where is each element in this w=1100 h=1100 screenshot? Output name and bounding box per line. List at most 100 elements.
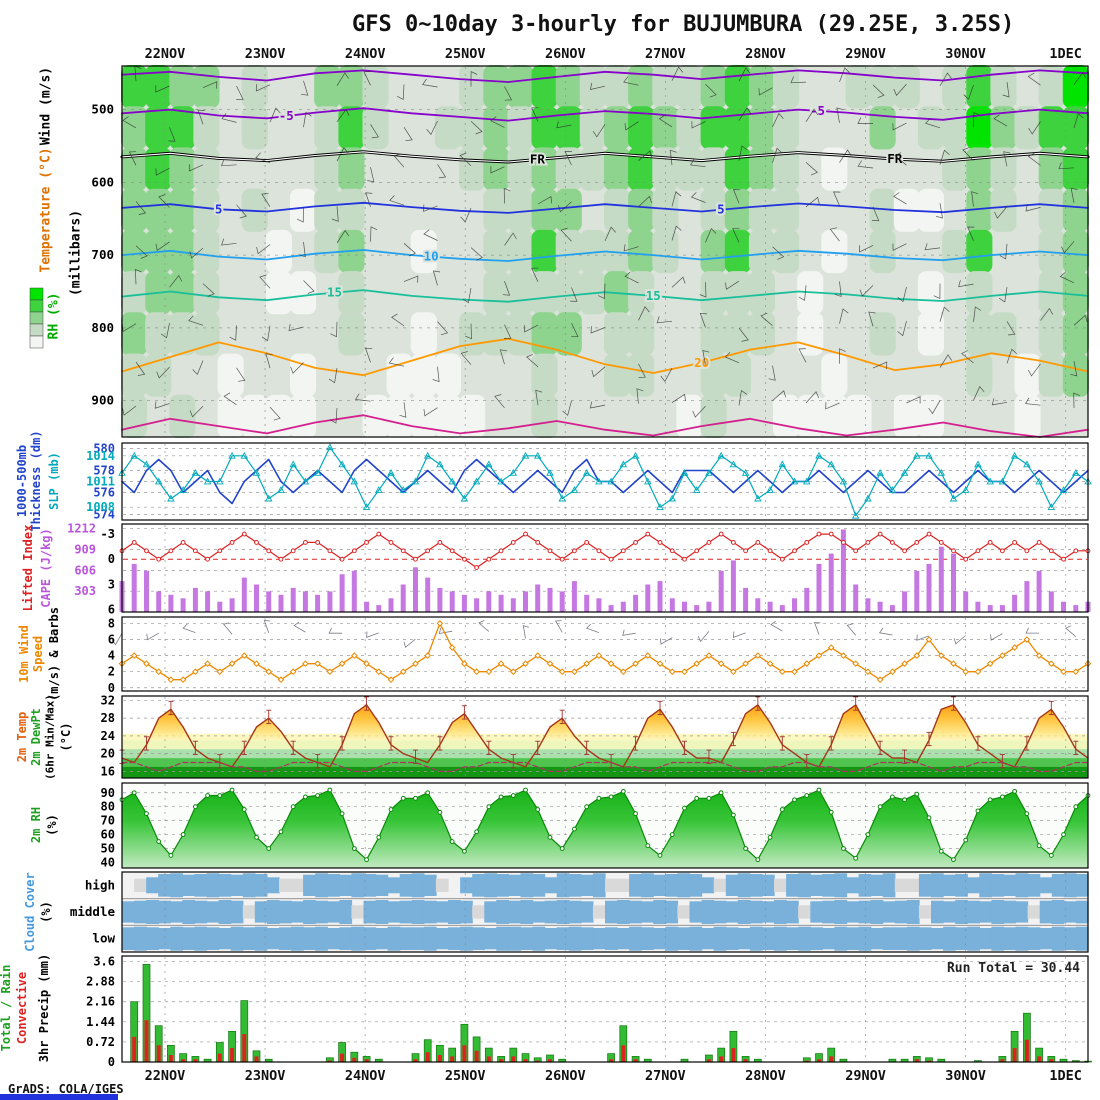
svg-text:32: 32 <box>101 693 115 707</box>
svg-text:23NOV: 23NOV <box>245 1068 286 1084</box>
svg-text:25NOV: 25NOV <box>445 46 486 62</box>
svg-text:40: 40 <box>101 855 115 869</box>
svg-text:24NOV: 24NOV <box>345 1068 386 1084</box>
left-label-wind10m-axis-3: (m/s) & Barbs <box>47 607 61 701</box>
left-label-temp2m-axis-1: 2m Temp <box>15 711 29 763</box>
svg-text:60: 60 <box>101 828 115 842</box>
svg-text:25NOV: 25NOV <box>445 1068 486 1084</box>
svg-text:2: 2 <box>108 665 115 679</box>
left-label-temperature-axis: Temperature (°C) <box>38 147 54 273</box>
svg-text:909: 909 <box>74 543 96 557</box>
svg-text:0.72: 0.72 <box>86 1035 115 1049</box>
left-label-temp2m-axis-2: 2m DewPt <box>29 708 43 766</box>
svg-text:16: 16 <box>101 764 115 778</box>
svg-text:22NOV: 22NOV <box>145 1068 186 1084</box>
left-label-slp-axis: SLP (mb) <box>47 452 61 510</box>
left-label-precip-axis-2: Convective <box>15 971 29 1045</box>
svg-text:20: 20 <box>101 747 115 761</box>
svg-text:600: 600 <box>91 174 114 189</box>
svg-text:Run Total = 30.44: Run Total = 30.44 <box>947 961 1080 976</box>
left-label-rh2m-axis-1: 2m RH <box>29 806 43 844</box>
svg-text:30NOV: 30NOV <box>945 1068 986 1084</box>
left-label-cloud-axis-1: Cloud Cover <box>23 872 37 952</box>
left-label-thickness-axis-1: 1000-500mb <box>15 444 29 518</box>
svg-text:50: 50 <box>101 841 115 855</box>
svg-text:24: 24 <box>101 729 115 743</box>
svg-text:90: 90 <box>101 786 115 800</box>
svg-text:-5: -5 <box>279 108 294 123</box>
svg-text:574: 574 <box>93 508 115 522</box>
left-label-precip-axis-1: Total / Rain <box>0 964 13 1052</box>
grads-credit: GrADS: COLA/IGES <box>8 1082 124 1096</box>
left-label-millibars-axis: (millibars) <box>68 209 84 297</box>
svg-text:27NOV: 27NOV <box>645 46 686 62</box>
left-label-wind10m-axis-1: 10m Wind <box>17 625 31 683</box>
page-title: GFS 0~10day 3-hourly for BUJUMBURA (29.2… <box>352 12 1015 37</box>
left-label-wind10m-axis-2: Speed <box>31 635 45 673</box>
svg-text:28NOV: 28NOV <box>745 46 786 62</box>
svg-text:29NOV: 29NOV <box>845 1068 886 1084</box>
svg-text:3.6: 3.6 <box>93 955 115 969</box>
svg-text:1212: 1212 <box>67 522 96 536</box>
svg-text:-5: -5 <box>810 103 825 118</box>
svg-text:303: 303 <box>74 584 96 598</box>
left-label-cloud-axis-2: (%) <box>39 901 53 923</box>
svg-text:4: 4 <box>108 649 115 663</box>
svg-text:high: high <box>85 877 115 892</box>
svg-text:580: 580 <box>93 442 115 456</box>
svg-text:6: 6 <box>108 633 115 647</box>
svg-text:500: 500 <box>91 102 114 117</box>
svg-text:1.44: 1.44 <box>86 1015 115 1029</box>
svg-text:5: 5 <box>717 202 725 217</box>
svg-text:22NOV: 22NOV <box>145 46 186 62</box>
svg-text:900: 900 <box>91 393 114 408</box>
svg-text:26NOV: 26NOV <box>545 1068 586 1084</box>
svg-text:FR: FR <box>887 151 903 166</box>
svg-text:700: 700 <box>91 247 114 262</box>
svg-text:800: 800 <box>91 320 114 335</box>
svg-text:3: 3 <box>108 577 115 591</box>
svg-text:28: 28 <box>101 711 115 725</box>
left-label-thickness-axis-2: Thickness (dm) <box>29 430 43 532</box>
svg-text:10: 10 <box>424 249 439 264</box>
svg-text:20: 20 <box>694 355 709 370</box>
svg-text:80: 80 <box>101 800 115 814</box>
svg-text:1008: 1008 <box>86 500 115 514</box>
left-label-rh2m-axis-2: (%) <box>45 814 59 836</box>
left-label-temp2m-axis-3: (6hr Min/Max) <box>43 693 57 781</box>
left-label-wind-axis: Wind (m/s) <box>38 66 54 146</box>
svg-text:middle: middle <box>70 904 116 919</box>
svg-text:1014: 1014 <box>86 449 115 463</box>
svg-text:23NOV: 23NOV <box>245 46 286 62</box>
left-label-temp2m-axis-4: (°C) <box>59 722 73 752</box>
svg-text:576: 576 <box>93 486 115 500</box>
svg-text:0: 0 <box>108 1055 115 1069</box>
grads-bar <box>0 1094 118 1100</box>
left-label-rh-axis: RH (%) <box>46 292 62 340</box>
svg-text:578: 578 <box>93 464 115 478</box>
svg-text:606: 606 <box>74 563 96 577</box>
svg-text:70: 70 <box>101 814 115 828</box>
svg-text:1011: 1011 <box>86 475 115 489</box>
svg-text:low: low <box>92 931 115 946</box>
svg-text:29NOV: 29NOV <box>845 46 886 62</box>
left-label-cape-axis: CAPE (J/kg) <box>39 528 53 608</box>
svg-text:-3: -3 <box>101 527 115 541</box>
svg-text:2.88: 2.88 <box>86 975 115 989</box>
svg-text:2.16: 2.16 <box>86 995 115 1009</box>
svg-text:28NOV: 28NOV <box>745 1068 786 1084</box>
svg-text:5: 5 <box>215 201 223 216</box>
svg-text:24NOV: 24NOV <box>345 46 386 62</box>
svg-text:15: 15 <box>327 285 342 300</box>
left-label-lifted-index-axis: Lifted Index <box>21 524 35 612</box>
svg-text:8: 8 <box>108 616 115 630</box>
svg-text:26NOV: 26NOV <box>545 46 586 62</box>
svg-text:6: 6 <box>108 602 115 616</box>
svg-text:15: 15 <box>646 288 661 303</box>
svg-text:FR: FR <box>530 151 546 166</box>
svg-text:27NOV: 27NOV <box>645 1068 686 1084</box>
svg-text:30NOV: 30NOV <box>945 46 986 62</box>
left-label-precip-axis-3: 3hr Precip (mm) <box>37 953 51 1063</box>
